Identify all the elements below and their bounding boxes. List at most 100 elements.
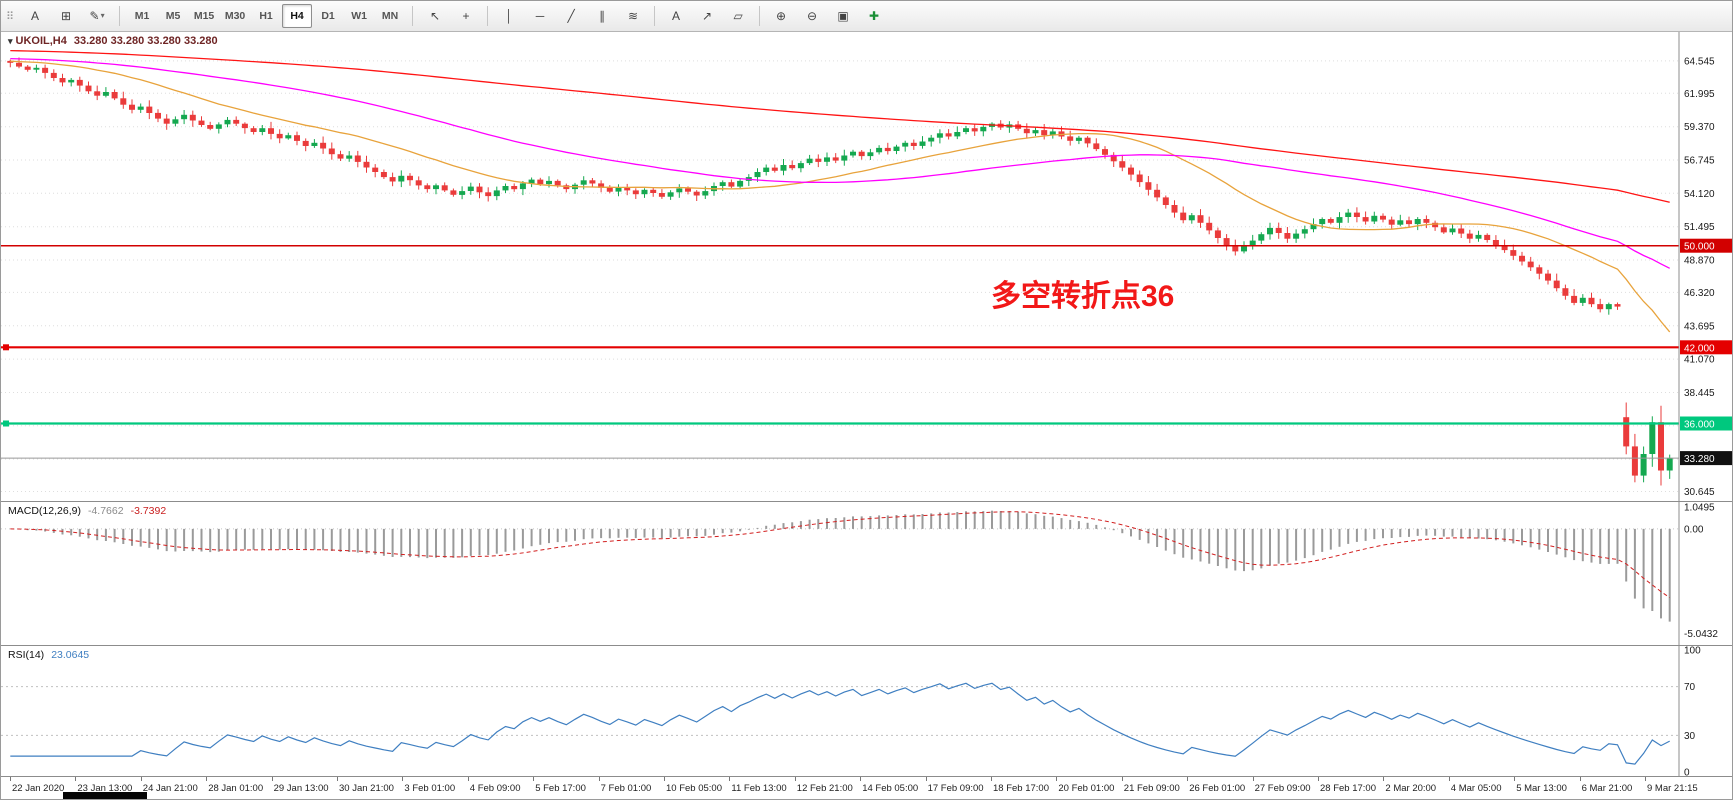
time-tick xyxy=(140,777,142,781)
time-tick xyxy=(402,777,404,781)
timeframe-d1-button[interactable]: D1 xyxy=(321,9,335,22)
new-order-button[interactable]: ✚ xyxy=(869,9,880,23)
toolbar-separator xyxy=(412,6,414,26)
timeframe-mn-button[interactable]: MN xyxy=(381,9,399,22)
time-tick xyxy=(925,777,927,781)
chart-symbol-timeframe: UKOIL,H4 xyxy=(15,35,67,47)
svg-text:48.870: 48.870 xyxy=(1684,256,1715,267)
draw-tools-button[interactable]: ✎ ▾ xyxy=(89,9,105,23)
svg-text:100: 100 xyxy=(1684,646,1701,657)
toolbar-separator xyxy=(119,6,121,26)
macd-panel: 1.0495 0.00 -5.0432 MACD(12,26,9) -4.7662 -3… xyxy=(1,502,1732,646)
annotate-text-button[interactable]: A xyxy=(31,9,40,23)
time-label: 3 Feb 01:00 xyxy=(404,783,456,794)
rsi-label: RSI(14) 23.0645 xyxy=(8,649,89,661)
shapes-button[interactable]: ▱ xyxy=(733,9,743,23)
macd-label: MACD(12,26,9) -4.7662 -3.7392 xyxy=(8,505,166,517)
toolbar-right-group: ↖ + │ ─ ╱ ∥ ≋ A ↗ ▱ ⊕ ⊖ ▣ ✚ xyxy=(420,4,889,28)
time-label: 30 Jan 21:00 xyxy=(339,783,394,794)
time-tick xyxy=(1187,777,1189,781)
main-chart-canvas[interactable]: 64.545 61.995 59.370 56.745 54.120 51.495 48.8… xyxy=(1,31,1732,501)
chart-ohlc-values: 33.280 33.280 33.280 33.280 xyxy=(73,35,218,47)
time-tick xyxy=(1514,777,1516,781)
macd-canvas[interactable]: 1.0495 0.00 -5.0432 xyxy=(1,502,1732,645)
svg-text:30.645: 30.645 xyxy=(1684,487,1715,498)
symbol-dropdown-icon[interactable]: ▾ xyxy=(8,36,13,46)
time-tick xyxy=(1121,777,1123,781)
time-tick xyxy=(271,777,273,781)
cursor-button[interactable]: ↖ xyxy=(430,9,441,23)
timeframe-m5-button[interactable]: M5 xyxy=(165,9,181,22)
crosshair-button[interactable]: + xyxy=(462,9,470,23)
timeframe-m1-button[interactable]: M1 xyxy=(134,9,150,22)
timeframe-h4-button[interactable]: H4 xyxy=(282,4,313,28)
svg-text:51.495: 51.495 xyxy=(1684,222,1715,233)
time-label: 26 Feb 01:00 xyxy=(1189,783,1246,794)
time-label: 23 Jan 13:00 xyxy=(77,783,133,794)
time-label: 4 Feb 09:00 xyxy=(469,783,521,794)
channel-button[interactable]: ∥ xyxy=(599,9,606,23)
time-tick xyxy=(729,777,731,781)
trendline-button[interactable]: ╱ xyxy=(567,9,575,23)
time-tick xyxy=(1383,777,1385,781)
rsi-value: 23.0645 xyxy=(51,649,90,661)
svg-text:0.00: 0.00 xyxy=(1684,524,1704,535)
time-label: 7 Feb 01:00 xyxy=(600,783,652,794)
zoom-out-button[interactable]: ⊖ xyxy=(807,9,818,23)
chart-annotation-text[interactable]: 多空转折点36 xyxy=(991,280,1175,313)
time-label: 2 Mar 20:00 xyxy=(1385,783,1437,794)
time-tick xyxy=(1645,777,1646,781)
zoom-in-button[interactable]: ⊕ xyxy=(776,9,787,23)
time-label: 6 Mar 21:00 xyxy=(1581,783,1633,794)
price-axis[interactable] xyxy=(1677,31,1732,775)
time-label: 5 Mar 13:00 xyxy=(1516,783,1567,794)
time-tick xyxy=(206,777,208,781)
text-button[interactable]: A xyxy=(672,9,681,23)
time-tick xyxy=(860,777,862,781)
rsi-canvas[interactable]: 100 70 30 0 xyxy=(1,646,1732,776)
timeframe-m30-button[interactable]: M30 xyxy=(224,9,246,22)
toolbar-separator xyxy=(759,6,761,26)
rsi-name: RSI(14) xyxy=(8,649,45,661)
tile-windows-button[interactable]: ▣ xyxy=(837,9,849,23)
time-label: 18 Feb 17:00 xyxy=(993,783,1049,794)
macd-main-value: -4.7662 xyxy=(87,505,124,517)
time-tick xyxy=(337,777,338,781)
svg-text:41.070: 41.070 xyxy=(1684,355,1715,366)
time-label: 28 Feb 17:00 xyxy=(1320,783,1376,794)
timeframe-h1-button[interactable]: H1 xyxy=(259,9,273,22)
time-label: 29 Jan 13:00 xyxy=(273,783,329,794)
svg-text:50.000: 50.000 xyxy=(1684,242,1715,253)
macd-signal-value: -3.7392 xyxy=(130,505,167,517)
time-label: 17 Feb 09:00 xyxy=(927,783,984,794)
svg-text:-5.0432: -5.0432 xyxy=(1684,629,1718,640)
arrow-button[interactable]: ↗ xyxy=(702,9,713,23)
time-label: 10 Feb 05:00 xyxy=(666,783,722,794)
time-axis[interactable]: 22 Jan 2020 23 Jan 13:00 24 Jan 21:00 28 Ja… xyxy=(1,777,1732,799)
time-label: 27 Feb 09:00 xyxy=(1254,783,1311,794)
time-label: 4 Mar 05:00 xyxy=(1450,783,1502,794)
time-tick xyxy=(598,777,600,781)
time-tick xyxy=(10,777,11,781)
fibonacci-button[interactable]: ≋ xyxy=(628,9,639,23)
time-tick xyxy=(1579,777,1581,781)
grid-toggle-button[interactable]: ⊞ xyxy=(61,9,72,23)
toolbar-separator xyxy=(654,6,656,26)
svg-text:46.320: 46.320 xyxy=(1684,288,1715,299)
toolbar-separator xyxy=(487,6,489,26)
timeframe-group: M1 M5 M15 M30 H1 H4 D1 W1 MN xyxy=(127,4,405,28)
time-tick xyxy=(1056,777,1058,781)
timeframe-m15-button[interactable]: M15 xyxy=(193,9,215,22)
time-tick xyxy=(1318,777,1319,781)
time-tick xyxy=(794,777,796,781)
toolbar-grip[interactable]: ⠿ xyxy=(6,10,15,23)
svg-text:1.0495: 1.0495 xyxy=(1684,503,1715,514)
svg-text:61.995: 61.995 xyxy=(1684,89,1715,100)
vertical-line-button[interactable]: │ xyxy=(505,9,513,23)
time-label: 22 Jan 2020 xyxy=(12,783,65,794)
time-tick xyxy=(664,777,665,781)
time-label: 11 Feb 13:00 xyxy=(731,783,787,794)
timeframe-w1-button[interactable]: W1 xyxy=(351,9,367,22)
horizontal-line-button[interactable]: ─ xyxy=(535,9,545,23)
time-label: 12 Feb 21:00 xyxy=(796,783,853,794)
